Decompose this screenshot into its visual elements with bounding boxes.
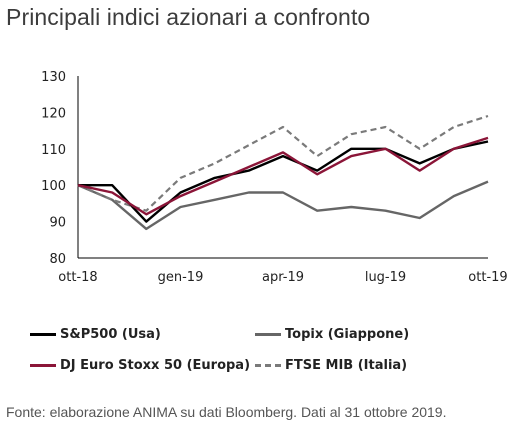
chart-title: Principali indici azionari a confronto [6,4,371,30]
legend-swatch [30,333,56,336]
legend-label: DJ Euro Stoxx 50 (Europa) [60,358,251,373]
legend-item-topix: Topix (Giappone) [255,327,409,342]
legend-item-ftsemib: FTSE MIB (Italia) [255,358,407,373]
y-tick-label: 100 [41,179,66,194]
x-tick-label: ott-19 [468,270,507,285]
legend-label: FTSE MIB (Italia) [285,358,408,373]
y-tick-label: 80 [49,252,66,267]
legend-label: Topix (Giappone) [285,327,410,342]
series-line [77,136,489,216]
legend-swatch [30,364,56,367]
x-tick-label: lug-19 [365,270,406,285]
legend-swatch [255,333,281,336]
source-note: Fonte: elaborazione ANIMA su dati Bloomb… [6,404,447,420]
x-tick-label: apr-19 [262,270,304,285]
x-tick-label: gen-19 [158,270,204,285]
y-tick-label: 130 [41,70,66,85]
legend-label: S&P500 (Usa) [60,327,161,342]
series-line [78,140,489,223]
x-tick-label: ott-18 [58,270,97,285]
series-line [77,114,489,212]
series-line [77,180,489,231]
legend-item-eurostoxx: DJ Euro Stoxx 50 (Europa) [30,358,250,373]
y-tick-label: 90 [49,216,66,231]
y-tick-label: 110 [41,143,66,158]
legend-item-sp500: S&P500 (Usa) [30,327,161,342]
legend-swatch [255,364,281,367]
y-tick-label: 120 [41,106,66,121]
